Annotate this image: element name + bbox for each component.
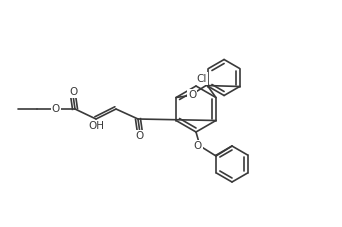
Text: O: O <box>69 87 77 97</box>
Text: OH: OH <box>88 121 104 131</box>
Text: O: O <box>136 131 144 141</box>
Text: O: O <box>52 104 60 114</box>
Text: O: O <box>188 91 196 101</box>
Text: O: O <box>194 141 202 151</box>
Text: Cl: Cl <box>197 74 207 84</box>
